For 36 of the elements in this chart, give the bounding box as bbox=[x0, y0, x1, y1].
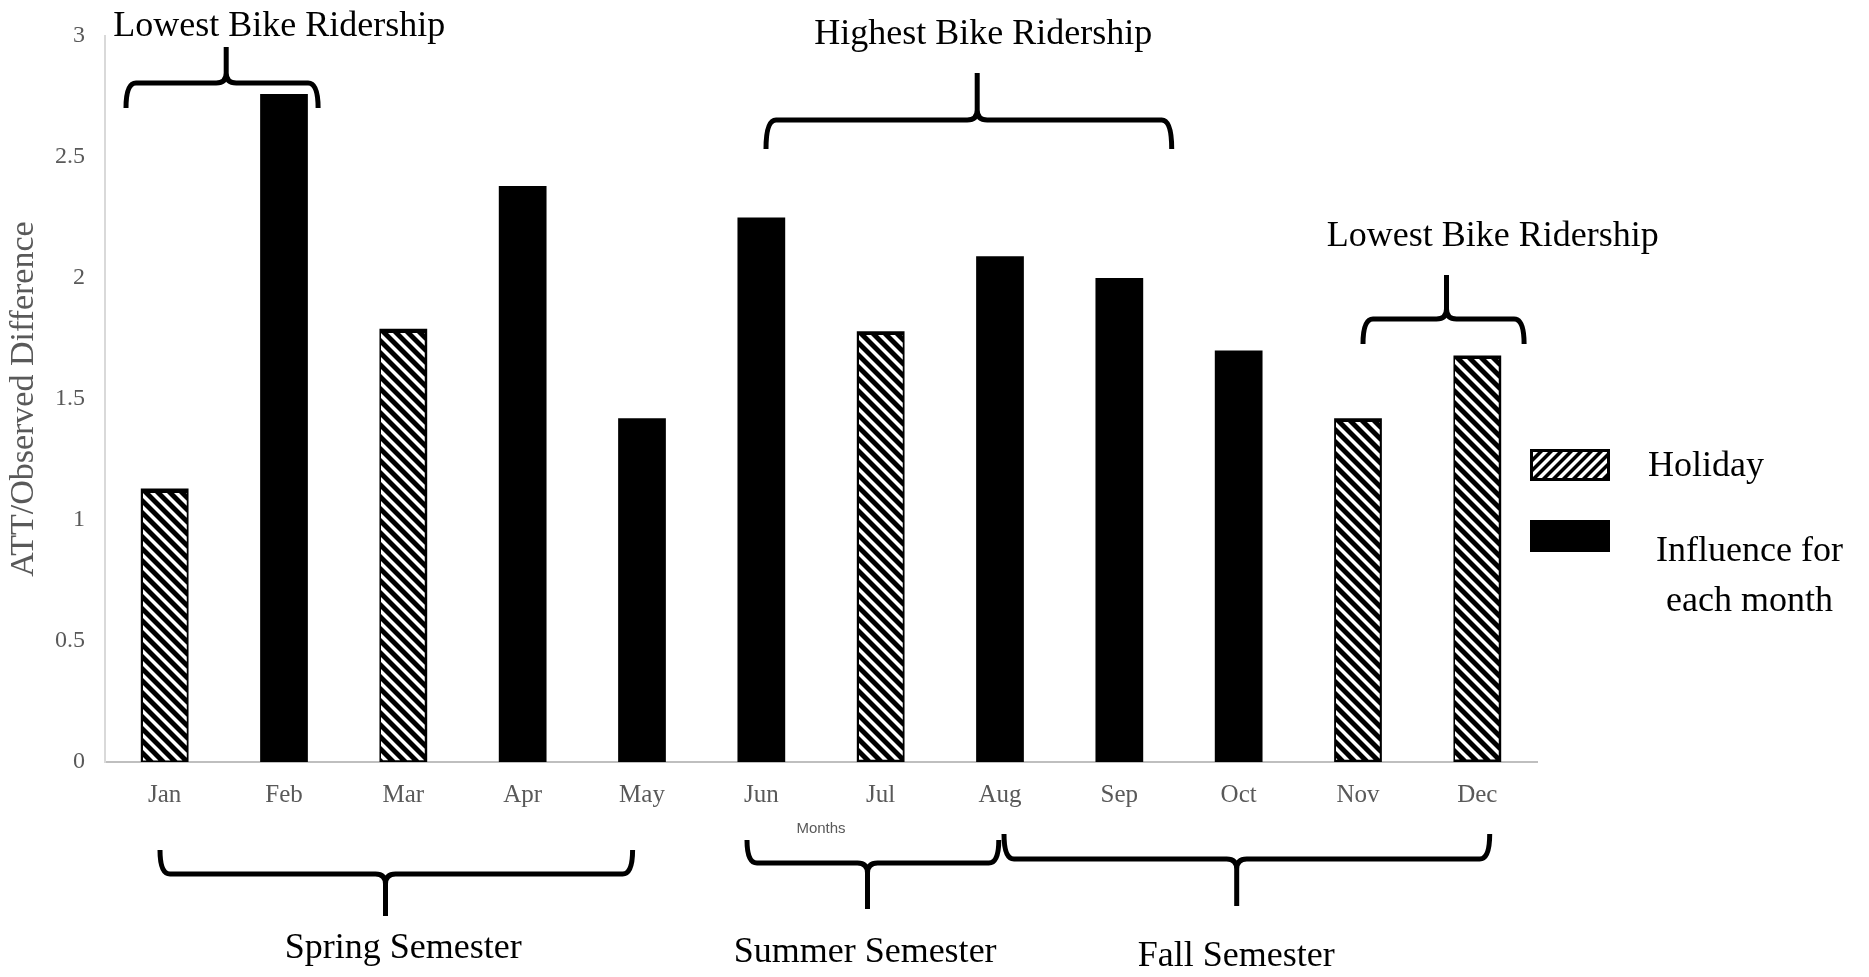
y-axis-title: ATT/Observed Difference bbox=[3, 221, 41, 577]
legend-label: Influence for each month bbox=[1656, 529, 1843, 620]
x-axis-title: Months bbox=[796, 819, 846, 837]
bar bbox=[737, 217, 786, 762]
bar bbox=[976, 256, 1024, 762]
y-tick-label: 2.5 bbox=[55, 142, 85, 169]
y-tick-label: 1.5 bbox=[55, 384, 85, 411]
text: Spring Semester bbox=[284, 926, 522, 967]
x-tick-label: Jul bbox=[866, 779, 896, 807]
bar bbox=[260, 94, 308, 762]
x-tick-label: Aug bbox=[978, 779, 1023, 807]
text: Summer Semester bbox=[733, 930, 997, 971]
y-tick-label: 0.5 bbox=[55, 626, 85, 653]
x-tick-label: Jan bbox=[148, 779, 182, 807]
x-tick-label: Jun bbox=[743, 779, 780, 807]
bar bbox=[1095, 278, 1144, 762]
x-tick-label: Nov bbox=[1336, 779, 1381, 807]
x-tick-label: Feb bbox=[265, 779, 303, 807]
y-tick-label: 3 bbox=[73, 21, 85, 48]
annotation: Lowest Bike Ridership bbox=[113, 4, 446, 45]
x-tick-label: Mar bbox=[382, 779, 425, 807]
x-tick-label: Oct bbox=[1220, 779, 1257, 807]
x-tick-label: Sep bbox=[1100, 779, 1139, 807]
y-tick-label: 1 bbox=[73, 505, 85, 532]
bar bbox=[618, 418, 666, 762]
x-tick-label: Dec bbox=[1457, 779, 1498, 807]
x-tick-label: May bbox=[619, 779, 666, 807]
bar bbox=[1214, 350, 1263, 762]
legend-label: Holiday bbox=[1648, 444, 1764, 485]
text: Fall Semester bbox=[1137, 934, 1335, 975]
annotation: Lowest Bike Ridership bbox=[1326, 214, 1659, 255]
annotation: Highest Bike Ridership bbox=[814, 12, 1153, 53]
x-tick-label: Apr bbox=[503, 779, 543, 807]
y-tick-label: 2 bbox=[73, 263, 85, 290]
bar bbox=[498, 186, 547, 762]
y-tick-label: 0 bbox=[73, 747, 85, 774]
